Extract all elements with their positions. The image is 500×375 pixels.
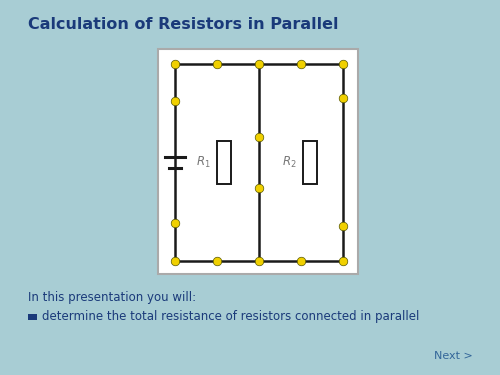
Bar [217, 141, 231, 184]
Text: Calculation of Resistors in Parallel: Calculation of Resistors in Parallel [28, 17, 338, 32]
Text: Next >: Next > [434, 351, 472, 361]
Point [171, 61, 179, 67]
Point [255, 184, 263, 190]
Point [297, 61, 305, 67]
FancyBboxPatch shape [158, 49, 358, 274]
Point [171, 220, 179, 226]
Bar [28, 314, 36, 320]
Bar [303, 141, 317, 184]
Point [255, 61, 263, 67]
Point [338, 223, 346, 229]
Point [338, 258, 346, 264]
Point [255, 134, 263, 140]
Text: $R_2$: $R_2$ [282, 154, 297, 170]
Point [171, 258, 179, 264]
Text: $R_1$: $R_1$ [196, 154, 211, 170]
Text: determine the total resistance of resistors connected in parallel: determine the total resistance of resist… [42, 310, 420, 323]
Point [255, 258, 263, 264]
Point [213, 258, 221, 264]
Point [171, 98, 179, 104]
Text: In this presentation you will:: In this presentation you will: [28, 291, 196, 304]
Point [297, 258, 305, 264]
Point [338, 61, 346, 67]
Point [338, 95, 346, 101]
Point [213, 61, 221, 67]
